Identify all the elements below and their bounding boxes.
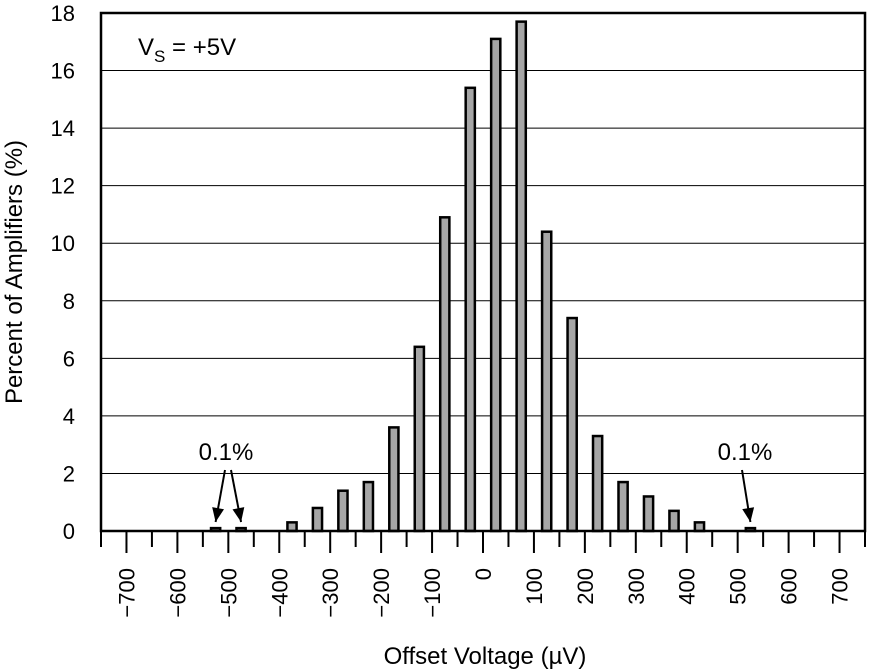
y-tick-label: 12 (51, 174, 75, 199)
bar (464, 86, 477, 533)
bar (693, 521, 706, 533)
bar (286, 521, 298, 533)
bar (311, 506, 324, 533)
y-tick-label: 4 (63, 404, 75, 429)
x-tick-label: 300 (624, 568, 649, 605)
bar (515, 20, 528, 533)
arrow-head (212, 507, 224, 522)
bar (566, 316, 578, 533)
x-tick-label: 600 (777, 568, 802, 605)
y-tick-label: 10 (51, 231, 75, 256)
bar (337, 489, 349, 533)
arrow-head (742, 507, 755, 522)
bar (668, 509, 680, 533)
annotation-arrows (212, 469, 755, 523)
x-axis-title: Offset Voltage (µV) (384, 643, 587, 670)
bar (591, 434, 604, 533)
right-annotation-label: 0.1% (718, 439, 773, 466)
x-tick-label: −700 (114, 568, 139, 618)
y-tick-label: 2 (63, 461, 75, 486)
left-annotation-label: 0.1% (199, 439, 254, 466)
y-tick-label: 0 (63, 519, 75, 544)
bars (209, 20, 757, 533)
x-tick-label: 700 (828, 568, 853, 605)
x-tick-label: 0 (471, 568, 496, 580)
grid-lines (101, 70, 865, 474)
y-tick-label: 14 (51, 116, 75, 141)
bar (540, 230, 553, 533)
bar (489, 37, 502, 533)
bar (413, 345, 426, 533)
x-tick-label: −200 (369, 568, 394, 618)
arrow-head (232, 507, 245, 522)
bar (617, 480, 629, 533)
y-axis-ticks: 0 2 4 6 8 10 12 14 16 18 (51, 1, 75, 544)
x-tick-label: 200 (573, 568, 598, 605)
y-tick-label: 18 (51, 1, 75, 26)
y-tick-label: 8 (63, 289, 75, 314)
bar (438, 216, 451, 533)
x-tick-label: 100 (522, 568, 547, 605)
bar (362, 480, 375, 533)
y-tick-label: 16 (51, 59, 75, 84)
y-tick-label: 6 (63, 346, 75, 371)
x-tick-label: −100 (420, 568, 445, 618)
x-tick-label: −600 (165, 568, 190, 618)
bar (642, 495, 655, 533)
x-tick-label: −300 (318, 568, 343, 618)
x-axis-ticks: −700 −600 −500 −400 −300 −200 −100 0 100 200 300 40… (100, 531, 866, 618)
x-tick-label: 400 (675, 568, 700, 605)
y-axis-title: Percent of Amplifiers (%) (1, 140, 28, 404)
bar (388, 426, 400, 533)
x-tick-label: −500 (216, 568, 241, 618)
x-tick-label: −400 (267, 568, 292, 618)
condition-label: VS = +5V (138, 34, 236, 66)
x-tick-label: 500 (726, 568, 751, 605)
